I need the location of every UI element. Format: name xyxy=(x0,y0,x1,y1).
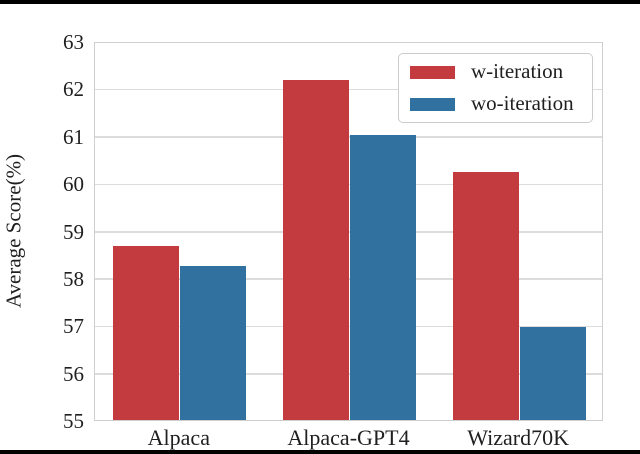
y-tick-label-63: 63 xyxy=(63,30,84,54)
y-tick-label-59: 59 xyxy=(63,219,84,244)
legend-item-w-iteration: w-iteration xyxy=(410,58,592,84)
legend-swatch-wo-iteration xyxy=(410,97,455,111)
bar-w-iteration-Alpaca-GPT4 xyxy=(283,80,349,420)
y-tick-label-61: 61 xyxy=(63,124,84,149)
y-tick-label-56: 56 xyxy=(63,361,84,386)
x-tick-label-Wizard70K: Wizard70K xyxy=(467,425,570,450)
legend-item-wo-iteration: wo-iteration xyxy=(410,90,592,116)
legend-swatch-w-iteration xyxy=(410,65,455,79)
bar-wo-iteration-Alpaca-GPT4 xyxy=(350,134,416,420)
y-tick-label-60: 60 xyxy=(63,172,84,197)
y-tick-label-55: 55 xyxy=(63,409,84,433)
y-tick-label-62: 62 xyxy=(63,77,84,102)
x-tick-label-Alpaca-GPT4: Alpaca-GPT4 xyxy=(287,425,410,450)
bar-w-iteration-Alpaca xyxy=(113,246,180,420)
legend-label-wo-iteration: wo-iteration xyxy=(471,90,574,115)
bar-w-iteration-Wizard70K xyxy=(452,171,519,420)
legend: w-iteration wo-iteration xyxy=(398,53,593,123)
bar-wo-iteration-Alpaca xyxy=(180,266,247,420)
y-tick-label-57: 57 xyxy=(63,314,84,339)
x-tick-label-Alpaca: Alpaca xyxy=(147,425,210,450)
bottom-rule xyxy=(0,450,640,454)
y-tick-label-58: 58 xyxy=(63,266,84,291)
legend-label-w-iteration: w-iteration xyxy=(471,58,564,83)
top-rule xyxy=(0,0,640,4)
bar-wo-iteration-Wizard70K xyxy=(519,326,586,420)
